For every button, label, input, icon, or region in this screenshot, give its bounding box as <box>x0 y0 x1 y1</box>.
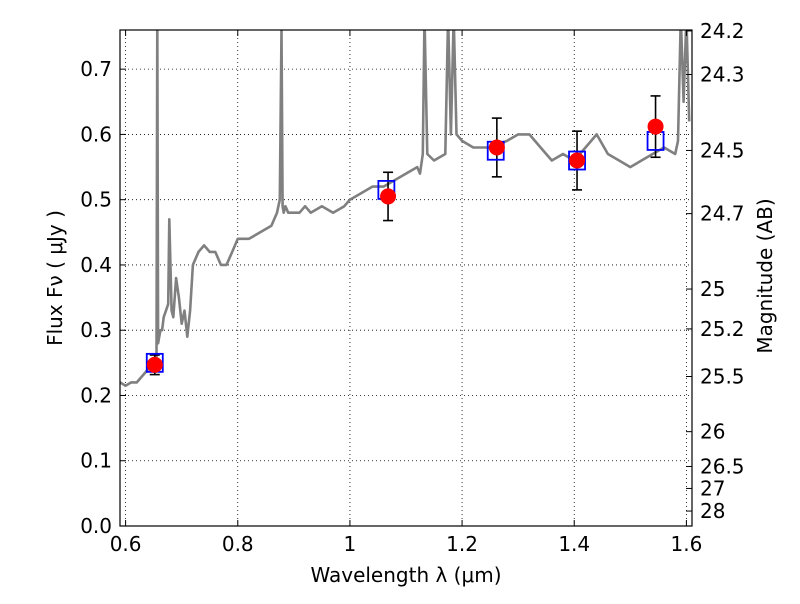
y2-tick-label: 24.5 <box>700 138 745 162</box>
x-tick-label: 0.8 <box>222 532 254 556</box>
y2-tick-label: 27 <box>700 476 725 500</box>
observed-point <box>488 139 505 156</box>
plot-area <box>120 30 691 388</box>
y2-tick-label: 25.2 <box>700 317 745 341</box>
observed-point <box>380 188 397 205</box>
y-axis-label: Flux Fν ( μJy ) <box>43 210 67 346</box>
plot-frame <box>119 29 693 527</box>
grid-layer <box>120 30 692 527</box>
y-tick-label: 0.4 <box>80 253 112 277</box>
y-tick-label: 0.3 <box>80 318 112 342</box>
y2-tick-label: 25.5 <box>700 364 745 388</box>
y2-axis-label: Magnitude (AB) <box>753 198 777 353</box>
y2-tick-label: 28 <box>700 499 725 523</box>
y2-tick-label: 26 <box>700 420 725 444</box>
y-tick-label: 0.1 <box>80 449 112 473</box>
x-tick-label: 1.4 <box>558 532 590 556</box>
y2-tick-label: 24.2 <box>700 19 745 43</box>
y2-tick-label: 24.7 <box>700 202 745 226</box>
observed-point <box>146 356 163 373</box>
y-tick-label: 0.6 <box>80 122 112 146</box>
model-spectrum-line <box>120 30 691 388</box>
y-tick-label: 0.7 <box>80 57 112 81</box>
x-tick-label: 0.6 <box>110 532 142 556</box>
ticks-layer: 0.6 0.8 1 1.2 1.4 1.6 0.0 0.1 0.2 0.3 0.4 0.5 0.6 0.7… <box>80 19 744 556</box>
y2-tick-label: 24.3 <box>700 62 745 86</box>
y-tick-label: 0.2 <box>80 383 112 407</box>
x-tick-label: 1.2 <box>446 532 478 556</box>
y2-tick-label: 26.5 <box>700 454 745 478</box>
y-tick-label: 0.5 <box>80 188 112 212</box>
observed-point <box>569 152 586 169</box>
x-tick-label: 1.6 <box>670 532 702 556</box>
y-tick-label: 0.0 <box>80 514 112 538</box>
observed-point <box>647 118 664 135</box>
x-axis-label: Wavelength λ (μm) <box>310 563 501 587</box>
x-tick-label: 1 <box>344 532 357 556</box>
y2-tick-label: 25 <box>700 277 725 301</box>
